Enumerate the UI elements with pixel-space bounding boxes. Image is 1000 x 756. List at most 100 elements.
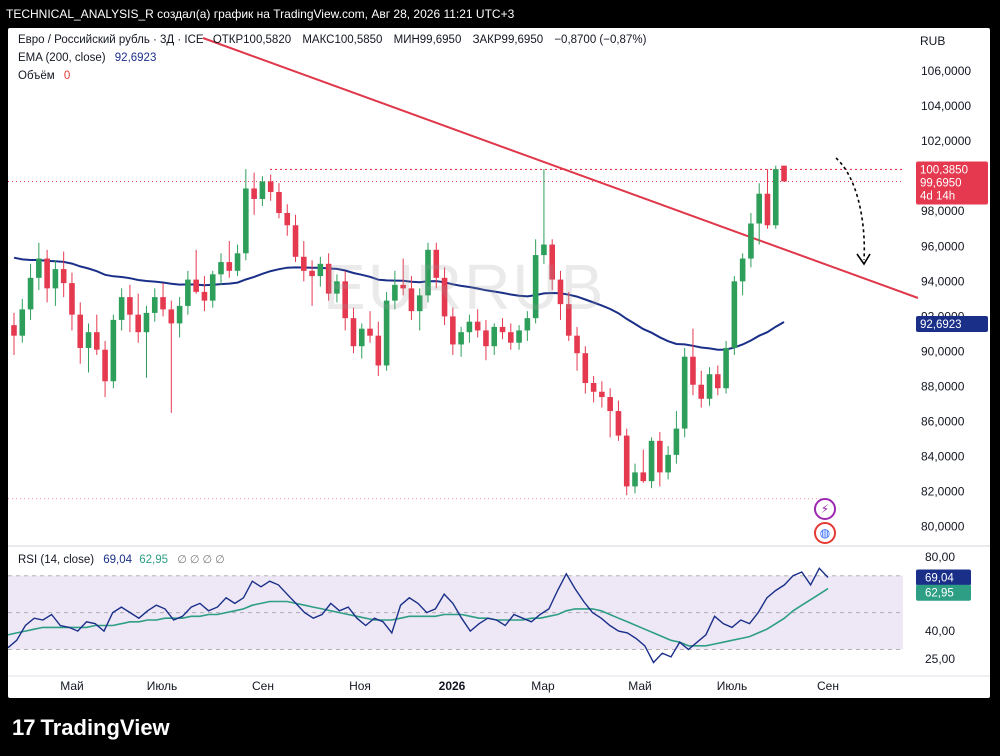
candle-body (715, 374, 721, 389)
candle-body (176, 305, 183, 324)
open-value: ОТКР100,5820 (212, 34, 292, 46)
candle-body (102, 349, 108, 382)
volume-value: 0 (63, 70, 71, 82)
candle-body (317, 263, 324, 277)
candle-body (549, 244, 555, 280)
candle-body (226, 262, 233, 271)
candle-body (474, 321, 481, 331)
candle-body (731, 281, 738, 348)
candle-body (375, 335, 382, 366)
ema-price-tag: 92,6923 (920, 319, 962, 331)
candle-body (681, 356, 688, 429)
volume-legend[interactable]: Объём 0 (18, 70, 70, 82)
candle-body (772, 169, 779, 226)
candle-body (85, 332, 92, 348)
time-tick-label: Ноя (349, 679, 371, 693)
candle-body (234, 253, 241, 271)
candle-body (458, 332, 464, 345)
chart-canvas[interactable]: 106,0000 104,0000 102,0000 98,0000 96,0000 94… (8, 28, 990, 698)
candle-body (574, 335, 580, 354)
forecast-arrow-path (835, 157, 866, 261)
candle-body (698, 384, 705, 399)
candle-body (516, 330, 522, 343)
currency-label[interactable]: RUB (920, 34, 946, 48)
globe-icon[interactable]: ◍ (814, 522, 836, 544)
candle-body (367, 328, 373, 336)
chart-header-title: TECHNICAL_ANALYSIS_R создал(а) график на… (6, 7, 515, 21)
candle-body (259, 181, 266, 199)
close-price-tag: 99,6950 (920, 178, 962, 190)
candle-body (358, 328, 365, 347)
symbol-name: Евро / Российский рубль · 3Д · ICE (18, 34, 204, 46)
high-price-tag: 100,3850 (920, 164, 968, 176)
price-tick-label: 104,0000 (921, 99, 971, 113)
candle-body (590, 383, 597, 392)
rsi-value: 69,04 (103, 554, 133, 566)
candle-body (284, 212, 291, 226)
price-tick-label: 106,0000 (921, 64, 971, 78)
candle-body (342, 281, 348, 319)
low-value: МИН99,6950 (393, 34, 462, 46)
close-value: ЗАКР99,6950 (472, 34, 544, 46)
candle-body (450, 316, 456, 345)
rsi-line (8, 567, 829, 664)
rsi-legend[interactable]: RSI (14, close) 69,04 62,95 ∅ ∅ ∅ ∅ (18, 553, 227, 566)
candle-body (392, 284, 398, 301)
tradingview-brand: TradingView (40, 715, 170, 740)
candle-body (27, 277, 34, 310)
price-tick-label: 96,0000 (921, 239, 965, 253)
candle-body (36, 258, 42, 278)
candle-body (632, 472, 638, 487)
rsi-hidden-icons: ∅ ∅ ∅ ∅ (177, 554, 225, 566)
rsi-ma-value: 62,95 (139, 554, 169, 566)
price-tick-label: 94,0000 (921, 274, 965, 288)
candle-body (532, 255, 539, 319)
candle-body (143, 312, 150, 333)
candle-body (185, 279, 191, 306)
candle-body (383, 300, 390, 366)
candle-body (69, 283, 75, 315)
candle-body (582, 353, 589, 384)
candle-body (408, 288, 415, 312)
time-tick-label: Июль (717, 679, 748, 693)
rsi-tag-bg (916, 569, 971, 586)
countdown-label: 4d 14h (920, 191, 955, 203)
tradingview-logo-icon: 17 (12, 715, 36, 740)
rsi-label: RSI (14, close) (18, 554, 95, 566)
rsi-tick-label: 80,00 (925, 550, 955, 564)
candle-body (640, 472, 647, 482)
candle-body (524, 318, 531, 331)
ema-line (13, 256, 785, 351)
symbol-legend[interactable]: Евро / Российский рубль · 3Д · ICE ОТКР1… (18, 34, 654, 46)
time-tick-label: Июль (147, 679, 178, 693)
rsi-ma-line (8, 587, 829, 647)
lightning-icon[interactable]: ⚡ (814, 498, 836, 520)
candle-body (425, 249, 431, 296)
time-tick-label: 2026 (439, 679, 466, 693)
candle-body (781, 165, 787, 182)
price-tick-label: 90,0000 (921, 344, 965, 358)
candle-body (11, 325, 17, 336)
candle-body (209, 274, 216, 301)
tradingview-footer: 17 TradingView (12, 712, 170, 744)
price-tick-label: 86,0000 (921, 415, 965, 429)
candle-body (764, 193, 771, 226)
candle-body (325, 263, 332, 294)
ema-value: 92,6923 (114, 52, 157, 64)
time-tick-label: Май (60, 679, 84, 693)
candle-body (44, 258, 50, 289)
candle-body (251, 188, 257, 199)
candle-body (483, 330, 489, 347)
candle-body (160, 297, 166, 310)
candle-body (499, 326, 506, 333)
rsi-ma-tag-bg (916, 584, 971, 601)
symbol-watermark: EURRUB (323, 251, 606, 323)
ema-legend[interactable]: EMA (200, close) 92,6923 (18, 52, 156, 64)
ema-label: EMA (200, close) (18, 52, 106, 64)
candle-body (433, 249, 440, 278)
candle-body (557, 279, 564, 305)
candle-body (599, 391, 605, 398)
candle-body (466, 321, 473, 333)
ema-price-tag-bg (916, 315, 988, 332)
candle-body (441, 277, 448, 317)
